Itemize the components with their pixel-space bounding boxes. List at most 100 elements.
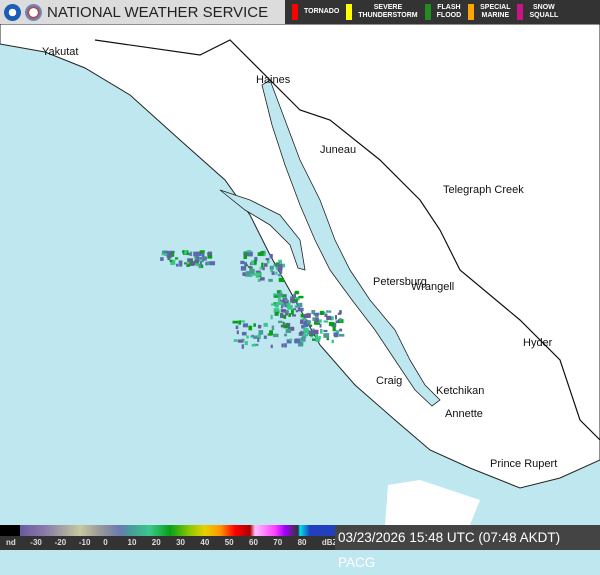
echo-cell bbox=[285, 322, 291, 327]
echo-cell bbox=[312, 328, 315, 333]
header: NATIONAL WEATHER SERVICE bbox=[0, 0, 285, 24]
echo-cell bbox=[277, 296, 281, 302]
echo-cell bbox=[284, 333, 288, 337]
echo-cell bbox=[333, 332, 339, 337]
city-label: Yakutat bbox=[42, 46, 79, 58]
echo-cell bbox=[300, 330, 303, 334]
echo-cell bbox=[244, 340, 248, 346]
echo-cell bbox=[190, 261, 196, 265]
echo-cell bbox=[161, 253, 168, 256]
echo-cell bbox=[175, 257, 179, 260]
echo-cell bbox=[199, 261, 202, 265]
echo-cell bbox=[206, 261, 211, 266]
echo-cell bbox=[278, 320, 283, 324]
echo-cell bbox=[243, 252, 247, 255]
echo-cell bbox=[259, 266, 263, 270]
echo-cell bbox=[251, 344, 256, 347]
echo-cell bbox=[241, 344, 244, 349]
channel bbox=[261, 79, 441, 407]
echo-cell bbox=[238, 320, 242, 325]
warning-swatch bbox=[292, 4, 298, 20]
echo-cell bbox=[248, 265, 252, 268]
echo-cell bbox=[198, 258, 201, 262]
echo-cell bbox=[323, 320, 329, 323]
colorbar-tick: -10 bbox=[78, 538, 91, 547]
colorbar-tick: 0 bbox=[103, 538, 108, 547]
echo-cell bbox=[269, 253, 273, 259]
city-label: Petersburg bbox=[373, 276, 427, 288]
noaa-logo-icon bbox=[4, 3, 21, 21]
echo-cell bbox=[291, 309, 294, 315]
echo-cell bbox=[281, 303, 285, 307]
echo-cell bbox=[284, 299, 288, 302]
echo-cell bbox=[286, 339, 292, 344]
city-label: Haines bbox=[256, 74, 291, 86]
echo-cell bbox=[253, 335, 258, 339]
echo-cell bbox=[339, 317, 342, 323]
echo-cell bbox=[292, 298, 298, 302]
echo-cell bbox=[260, 251, 265, 254]
echo-cell bbox=[283, 299, 289, 305]
echo-cell bbox=[164, 250, 170, 256]
echo-cell bbox=[320, 328, 323, 334]
echo-cell bbox=[276, 290, 282, 293]
echo-cell bbox=[254, 259, 257, 265]
echo-cell bbox=[258, 324, 262, 329]
echo-cell bbox=[315, 317, 319, 323]
echo-cell bbox=[170, 261, 175, 266]
echo-cell bbox=[240, 266, 247, 271]
echo-cell bbox=[296, 296, 300, 301]
city-label: Ketchikan bbox=[436, 385, 485, 397]
echo-cell bbox=[275, 267, 279, 270]
echo-cell bbox=[283, 310, 289, 313]
city-label: Wrangell bbox=[411, 281, 455, 293]
echo-cell bbox=[276, 266, 283, 271]
echo-cell bbox=[326, 337, 329, 341]
echo-cell bbox=[233, 339, 238, 342]
echo-cell bbox=[273, 263, 278, 267]
warning-swatch bbox=[424, 4, 431, 20]
echo-cell bbox=[242, 272, 247, 276]
echo-cell bbox=[276, 301, 282, 306]
echo-cell bbox=[195, 263, 200, 267]
warning-label: SEVERE THUNDERSTORM bbox=[358, 4, 418, 19]
echo-cell bbox=[331, 339, 334, 344]
echo-cell bbox=[280, 305, 284, 309]
echo-cell bbox=[245, 271, 250, 277]
echo-cell bbox=[323, 329, 328, 333]
echo-cell bbox=[259, 277, 265, 281]
echo-cell bbox=[251, 260, 255, 265]
echo-cell bbox=[203, 256, 207, 259]
echo-cell bbox=[184, 250, 187, 255]
echo-cell bbox=[275, 271, 278, 275]
echo-cell bbox=[241, 338, 245, 341]
echo-cell bbox=[198, 263, 202, 269]
echo-cell bbox=[241, 331, 247, 336]
echo-cell bbox=[277, 293, 283, 297]
echo-cell bbox=[203, 256, 206, 261]
echo-cell bbox=[187, 258, 193, 263]
warning-swatch bbox=[517, 4, 524, 20]
echo-cell bbox=[175, 263, 179, 267]
echo-cell bbox=[255, 272, 261, 277]
echo-cell bbox=[268, 278, 273, 282]
echo-cell bbox=[274, 305, 279, 308]
echo-cell bbox=[278, 277, 285, 283]
echo-cell bbox=[287, 305, 293, 310]
echo-cell bbox=[271, 325, 275, 331]
echo-cell bbox=[285, 310, 288, 316]
echo-cell bbox=[339, 310, 342, 315]
city-label: Annette bbox=[445, 408, 483, 420]
echo-cell bbox=[297, 307, 304, 312]
echo-cell bbox=[237, 339, 244, 343]
echo-cell bbox=[309, 324, 313, 327]
echo-cell bbox=[184, 262, 187, 265]
echo-cell bbox=[240, 260, 245, 265]
radar-map[interactable] bbox=[0, 24, 600, 525]
echo-cell bbox=[255, 274, 259, 278]
echo-cell bbox=[330, 316, 334, 321]
warning-label: FLASH FLOOD bbox=[436, 4, 462, 19]
city-label: Prince Rupert bbox=[490, 458, 558, 470]
echo-cell bbox=[303, 314, 306, 319]
echo-cell bbox=[188, 252, 191, 256]
